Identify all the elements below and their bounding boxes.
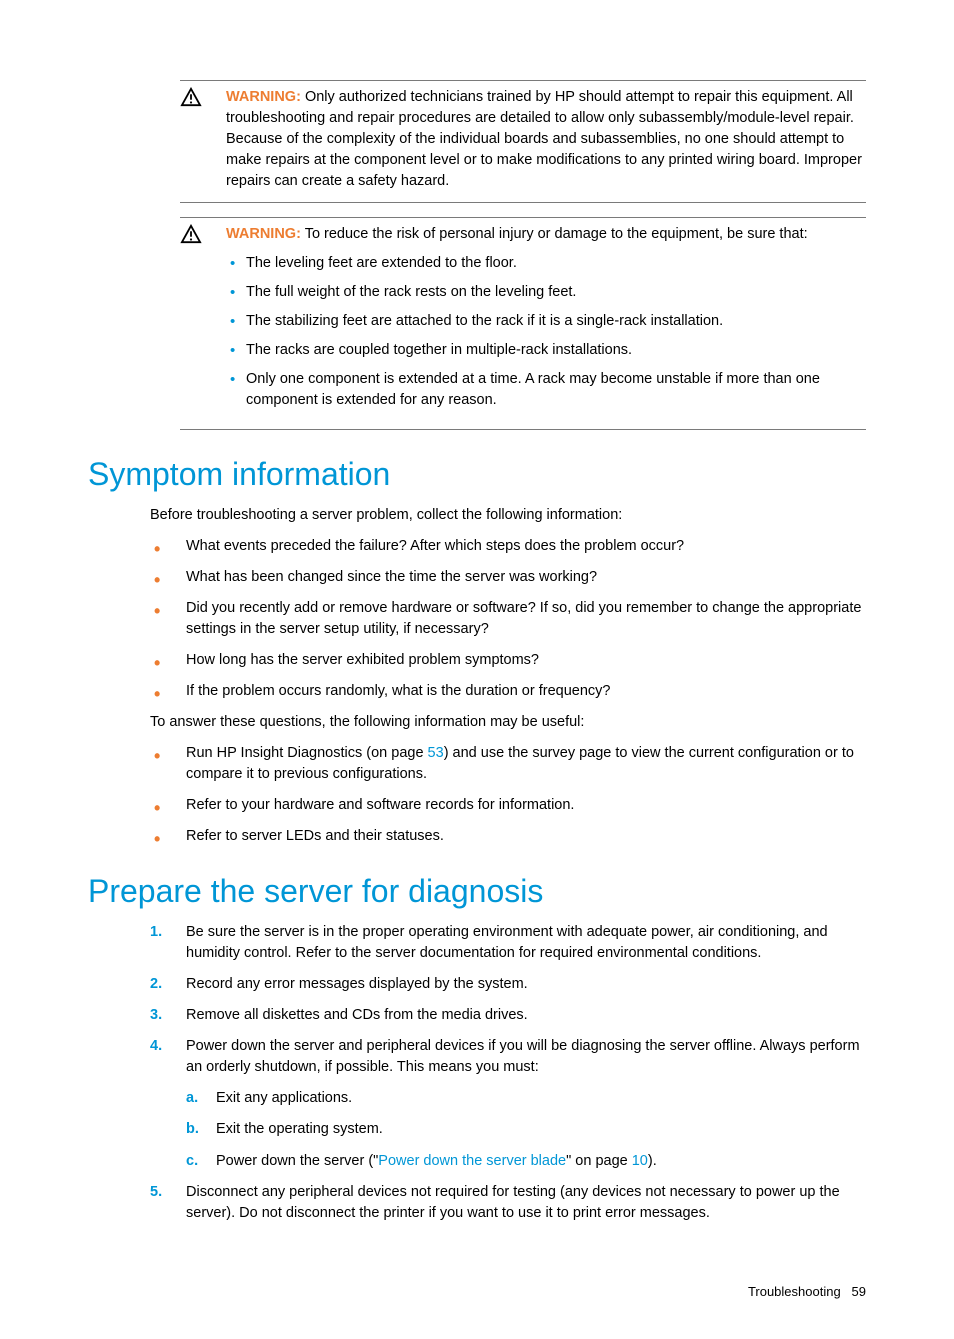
heading-symptom-information: Symptom information: [88, 456, 866, 493]
warning-list: The leveling feet are extended to the fl…: [226, 253, 866, 411]
list-item: Refer to your hardware and software reco…: [150, 795, 866, 816]
warning-icon: [180, 87, 202, 107]
warning-list-item: The leveling feet are extended to the fl…: [226, 253, 866, 274]
warning-label: WARNING:: [226, 89, 301, 105]
warning-content-2: WARNING: To reduce the risk of personal …: [226, 224, 866, 419]
warning-text: Only authorized technicians trained by H…: [226, 89, 862, 189]
page-link[interactable]: 10: [632, 1153, 648, 1169]
list-item: Exit any applications.: [186, 1088, 866, 1109]
body-text: To answer these questions, the following…: [150, 712, 866, 733]
warning-box-2: WARNING: To reduce the risk of personal …: [180, 217, 866, 430]
body-text: Before troubleshooting a server problem,…: [150, 505, 866, 526]
list-item: Power down the server and peripheral dev…: [150, 1036, 866, 1171]
numbered-list: Be sure the server is in the proper oper…: [150, 922, 866, 1223]
warning-list-item: The stabilizing feet are attached to the…: [226, 311, 866, 332]
bullet-list: Run HP Insight Diagnostics (on page 53) …: [150, 743, 866, 847]
list-item: Record any error messages displayed by t…: [150, 974, 866, 995]
list-item: Be sure the server is in the proper oper…: [150, 922, 866, 964]
list-item: Run HP Insight Diagnostics (on page 53) …: [150, 743, 866, 785]
list-item: What events preceded the failure? After …: [150, 536, 866, 557]
warning-icon: [180, 224, 202, 244]
warning-text: To reduce the risk of personal injury or…: [301, 226, 808, 242]
list-item: Refer to server LEDs and their statuses.: [150, 826, 866, 847]
list-item: Did you recently add or remove hardware …: [150, 598, 866, 640]
heading-prepare-server: Prepare the server for diagnosis: [88, 873, 866, 910]
bullet-list: What events preceded the failure? After …: [150, 536, 866, 702]
list-item: Remove all diskettes and CDs from the me…: [150, 1005, 866, 1026]
page-link[interactable]: 53: [428, 745, 444, 761]
cross-reference-link[interactable]: Power down the server blade: [378, 1153, 566, 1169]
alpha-list: Exit any applications. Exit the operatin…: [186, 1088, 866, 1171]
warning-label: WARNING:: [226, 226, 301, 242]
footer-page-number: 59: [852, 1284, 866, 1299]
list-item: What has been changed since the time the…: [150, 567, 866, 588]
list-item: How long has the server exhibited proble…: [150, 650, 866, 671]
list-item: Power down the server ("Power down the s…: [186, 1151, 866, 1172]
footer-section: Troubleshooting: [748, 1284, 841, 1299]
page-footer: Troubleshooting 59: [88, 1284, 866, 1299]
warning-list-item: Only one component is extended at a time…: [226, 369, 866, 411]
list-item: Disconnect any peripheral devices not re…: [150, 1182, 866, 1224]
warning-list-item: The racks are coupled together in multip…: [226, 340, 866, 361]
list-item: If the problem occurs randomly, what is …: [150, 681, 866, 702]
warning-content-1: WARNING: Only authorized technicians tra…: [226, 87, 866, 192]
warning-box-1: WARNING: Only authorized technicians tra…: [180, 80, 866, 203]
list-item: Exit the operating system.: [186, 1119, 866, 1140]
warning-list-item: The full weight of the rack rests on the…: [226, 282, 866, 303]
